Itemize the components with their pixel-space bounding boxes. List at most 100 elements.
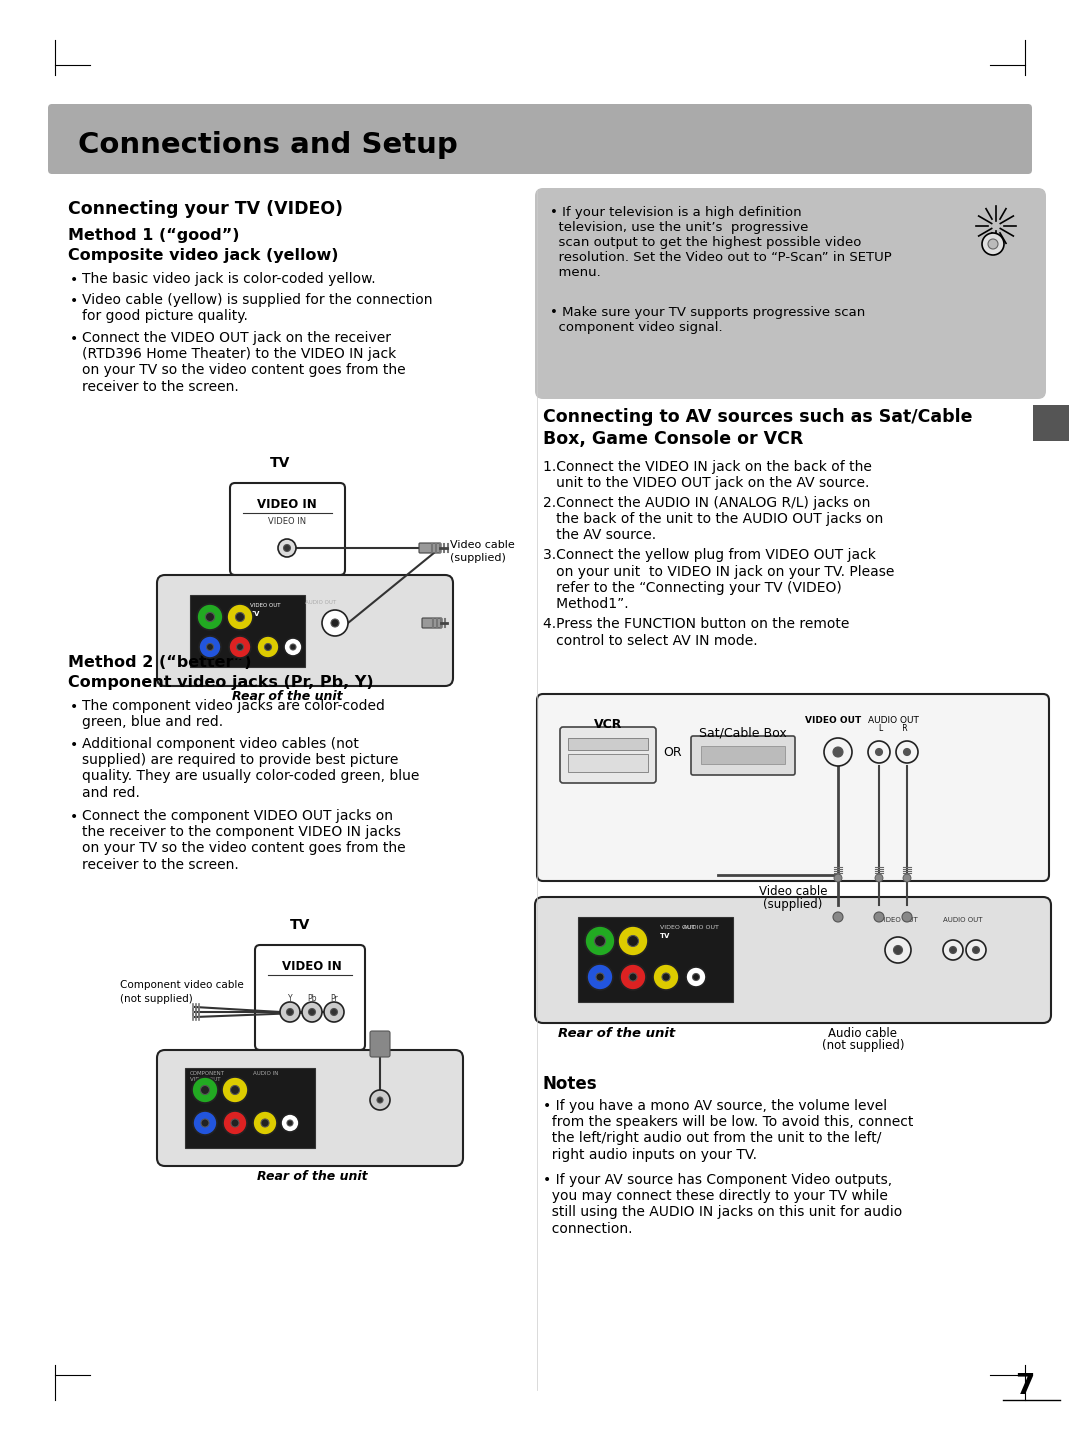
Text: Notes: Notes [543,1075,597,1094]
Text: Component video cable: Component video cable [120,980,244,990]
Circle shape [620,964,646,990]
FancyBboxPatch shape [255,945,365,1050]
Circle shape [874,912,885,922]
Circle shape [201,1120,210,1127]
Circle shape [370,1089,390,1110]
Text: Additional component video cables (not
supplied) are required to provide best pi: Additional component video cables (not s… [82,736,419,800]
Circle shape [309,1009,315,1016]
Circle shape [833,912,843,922]
FancyBboxPatch shape [157,1050,463,1166]
Text: TV: TV [270,455,291,470]
Circle shape [686,967,706,987]
FancyBboxPatch shape [419,543,441,553]
Circle shape [231,1120,239,1127]
Circle shape [904,748,910,755]
Text: VIDEO OUT: VIDEO OUT [805,716,861,725]
Circle shape [205,612,215,621]
Text: •: • [70,738,78,752]
Text: •: • [70,272,78,287]
Text: (supplied): (supplied) [764,898,823,911]
Circle shape [618,927,648,955]
Circle shape [943,940,963,960]
Circle shape [949,947,957,954]
Bar [185,1068,315,1148]
Text: Pb: Pb [307,994,316,1003]
Circle shape [265,644,271,650]
Circle shape [201,1085,210,1095]
Circle shape [278,539,296,558]
Bar [568,738,648,749]
Text: •: • [70,294,78,308]
Text: Connect the component VIDEO OUT jacks on
the receiver to the component VIDEO IN : Connect the component VIDEO OUT jacks on… [82,808,406,872]
Circle shape [280,1001,300,1022]
Text: EN: EN [1038,415,1064,432]
Text: VIDEO OUT: VIDEO OUT [660,925,696,929]
FancyBboxPatch shape [48,104,1032,174]
Circle shape [235,612,244,621]
Bar [190,595,305,667]
Circle shape [833,746,843,757]
Text: Connections and Setup: Connections and Setup [78,131,458,159]
Circle shape [257,635,279,659]
Text: AUDIO OUT: AUDIO OUT [867,716,918,725]
Text: Connecting to AV sources such as Sat/Cable: Connecting to AV sources such as Sat/Cab… [543,408,972,427]
Circle shape [286,1009,294,1016]
Circle shape [222,1111,247,1136]
Text: Video cable (yellow) is supplied for the connection
for good picture quality.: Video cable (yellow) is supplied for the… [82,293,432,323]
Text: COMPONENT: COMPONENT [190,1071,225,1076]
Text: VIDEO OUT: VIDEO OUT [879,916,917,924]
Text: VIDEO IN: VIDEO IN [257,499,316,512]
Circle shape [966,940,986,960]
Circle shape [594,935,606,947]
Circle shape [885,937,912,963]
Circle shape [834,875,842,882]
Text: •: • [70,331,78,346]
Circle shape [627,935,638,947]
Circle shape [903,875,912,882]
Circle shape [377,1097,383,1102]
Text: Component video jacks (Pr, Pb, Y): Component video jacks (Pr, Pb, Y) [68,674,374,690]
Text: VIDEO IN: VIDEO IN [282,960,342,973]
Text: The component video jacks are color-coded
green, blue and red.: The component video jacks are color-code… [82,699,384,729]
Circle shape [868,741,890,762]
Circle shape [876,748,882,755]
Circle shape [982,233,1004,255]
Text: AUDIO OUT: AUDIO OUT [943,916,983,924]
Text: Composite video jack (yellow): Composite video jack (yellow) [68,248,338,264]
Text: Audio cable: Audio cable [828,1027,897,1040]
Text: OR: OR [664,745,683,758]
Text: TV: TV [249,611,260,617]
Text: Box, Game Console or VCR: Box, Game Console or VCR [543,429,804,448]
Circle shape [322,610,348,635]
Text: The basic video jack is color-coded yellow.: The basic video jack is color-coded yell… [82,272,376,285]
Text: 7: 7 [1015,1372,1035,1401]
Circle shape [824,738,852,767]
Circle shape [653,964,679,990]
Circle shape [237,644,243,650]
Text: Pr: Pr [330,994,338,1003]
Text: TV: TV [660,932,671,940]
Text: Method 1 (“good”): Method 1 (“good”) [68,228,240,244]
Circle shape [988,239,998,249]
Text: Method 2 (“better”): Method 2 (“better”) [68,656,252,670]
Text: Y: Y [287,994,293,1003]
Circle shape [972,947,980,954]
Text: Connect the VIDEO OUT jack on the receiver
(RTD396 Home Theater) to the VIDEO IN: Connect the VIDEO OUT jack on the receiv… [82,331,406,393]
FancyBboxPatch shape [537,695,1049,880]
Bar [701,746,785,764]
Circle shape [283,545,291,552]
Circle shape [199,635,221,659]
Circle shape [324,1001,345,1022]
Circle shape [330,1009,337,1016]
Text: Connecting your TV (VIDEO): Connecting your TV (VIDEO) [68,200,343,218]
Circle shape [192,1076,218,1102]
Circle shape [629,973,637,981]
Text: • If your AV source has Component Video outputs,
  you may connect these directl: • If your AV source has Component Video … [543,1173,902,1235]
Text: (not supplied): (not supplied) [120,994,192,1004]
FancyBboxPatch shape [1032,405,1069,441]
Circle shape [302,1001,322,1022]
Text: • If you have a mono AV source, the volume level
  from the speakers will be low: • If you have a mono AV source, the volu… [543,1099,914,1161]
Circle shape [893,945,903,954]
Text: VIDEO OUT: VIDEO OUT [249,602,281,608]
Text: Rear of the unit: Rear of the unit [558,1027,675,1040]
